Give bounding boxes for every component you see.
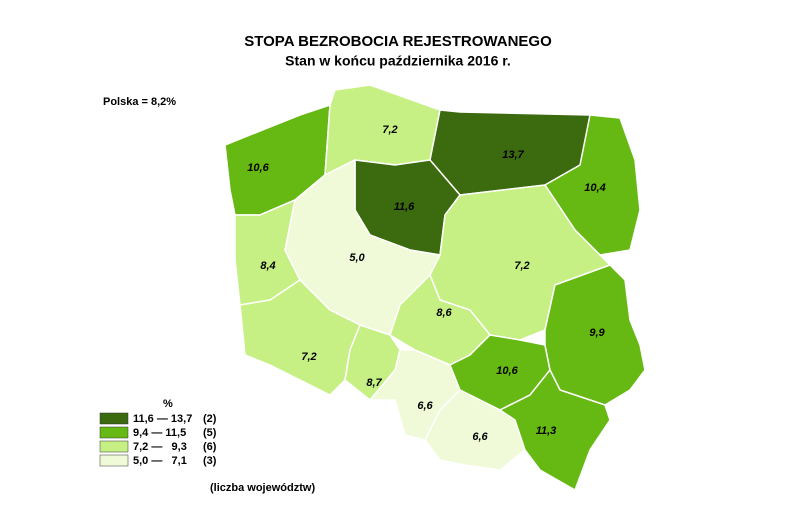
legend-range: 11,6 — 13,7 [133, 413, 192, 425]
region-value: 13,7 [502, 149, 524, 161]
legend-swatch [99, 454, 129, 467]
region-value: 10,6 [496, 365, 518, 377]
legend-count: (2) [203, 413, 217, 425]
legend-count: (3) [203, 455, 217, 467]
region-value: 10,6 [247, 162, 269, 174]
region-value: 8,7 [366, 377, 382, 389]
region-value: 7,2 [514, 260, 529, 272]
legend-swatch [99, 440, 129, 453]
region-value: 8,4 [260, 260, 275, 272]
note: Polska = 8,2% [103, 96, 176, 108]
region-value: 7,2 [382, 124, 397, 136]
region-value: 6,6 [472, 431, 488, 443]
legend-title: % [163, 398, 173, 410]
region-value: 8,6 [436, 307, 452, 319]
legend-count: (5) [203, 427, 217, 439]
region-value: 5,0 [349, 252, 365, 264]
legend-footer: (liczba województw) [210, 482, 315, 494]
title: STOPA BEZROBOCIA REJESTROWANEGO [244, 33, 552, 50]
region-value: 6,6 [417, 400, 433, 412]
legend-swatch [99, 412, 129, 425]
legend-count: (6) [203, 441, 217, 453]
region [544, 264, 646, 406]
region-value: 9,9 [589, 327, 605, 339]
legend-range: 7,2 — 9,3 [133, 441, 187, 453]
legend-range: 9,4 — 11,5 [133, 427, 186, 439]
subtitle: Stan w końcu października 2016 r. [285, 53, 511, 69]
region-value: 7,2 [301, 351, 316, 363]
region-value: 11,3 [536, 425, 557, 437]
region-value: 10,4 [584, 182, 605, 194]
region [498, 368, 611, 492]
legend-swatch [99, 426, 129, 439]
region-value: 11,6 [394, 201, 415, 213]
legend-range: 5,0 — 7,1 [133, 455, 187, 467]
